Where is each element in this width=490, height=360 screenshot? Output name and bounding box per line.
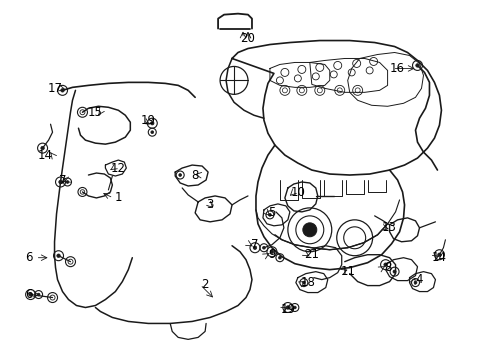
Circle shape [151, 131, 154, 134]
Text: 5: 5 [268, 206, 275, 219]
Circle shape [263, 246, 266, 249]
Text: 15: 15 [88, 106, 103, 119]
Circle shape [61, 89, 64, 92]
Circle shape [414, 281, 417, 284]
Circle shape [270, 250, 274, 253]
Circle shape [253, 246, 257, 249]
Circle shape [384, 263, 388, 266]
Circle shape [179, 174, 182, 176]
Circle shape [393, 270, 396, 273]
Circle shape [150, 121, 154, 125]
Text: 11: 11 [340, 265, 355, 278]
Text: 14: 14 [38, 149, 53, 162]
Circle shape [303, 223, 317, 237]
Text: 8: 8 [192, 168, 199, 181]
Text: 14: 14 [432, 251, 447, 264]
Text: 19: 19 [280, 303, 295, 316]
Text: 7: 7 [251, 238, 259, 251]
Text: 20: 20 [241, 32, 255, 45]
Text: 18: 18 [300, 276, 315, 289]
Text: 21: 21 [304, 248, 319, 261]
Circle shape [438, 253, 441, 256]
Circle shape [37, 293, 40, 296]
Text: 12: 12 [111, 162, 126, 175]
Circle shape [29, 293, 32, 296]
Circle shape [59, 180, 62, 184]
Text: 3: 3 [206, 198, 214, 211]
Circle shape [302, 281, 305, 284]
Circle shape [286, 306, 290, 309]
Text: 6: 6 [25, 251, 32, 264]
Circle shape [57, 254, 60, 257]
Text: 7: 7 [59, 174, 66, 186]
Text: 17: 17 [48, 82, 63, 95]
Text: 1: 1 [115, 192, 122, 204]
Circle shape [269, 213, 271, 216]
Text: 13: 13 [382, 221, 397, 234]
Text: 8: 8 [384, 261, 392, 274]
Text: 10: 10 [291, 186, 305, 199]
Circle shape [66, 181, 69, 183]
Circle shape [278, 256, 281, 259]
Circle shape [416, 64, 419, 67]
Circle shape [41, 147, 44, 150]
Text: 19: 19 [141, 114, 156, 127]
Text: 6: 6 [25, 288, 32, 301]
Text: 4: 4 [416, 273, 423, 286]
Text: 9: 9 [268, 248, 276, 261]
Text: 2: 2 [201, 278, 209, 291]
Circle shape [294, 306, 296, 309]
Text: 16: 16 [390, 62, 405, 75]
